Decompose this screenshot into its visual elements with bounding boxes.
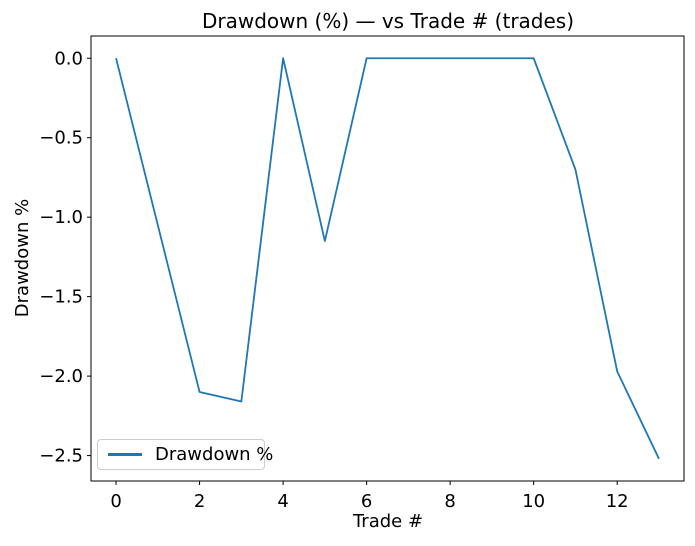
y-tick-label: −2.0 (39, 366, 83, 387)
legend-line-sample-icon (108, 453, 142, 456)
legend: Drawdown % (97, 439, 273, 470)
axes-spines (90, 35, 685, 482)
legend-label: Drawdown % (155, 444, 274, 465)
x-axis-label: Trade # (352, 511, 424, 532)
x-tick-label: 10 (522, 491, 545, 512)
x-tick-label: 8 (444, 491, 455, 512)
x-tick-label: 0 (110, 491, 121, 512)
x-tick-label: 6 (361, 491, 372, 512)
x-tick-label: 2 (194, 491, 205, 512)
drawdown-line (115, 57, 660, 460)
y-tick-label: −0.5 (39, 128, 83, 149)
y-tick-label: 0.0 (54, 48, 83, 69)
y-axis-label: Drawdown % (12, 198, 33, 318)
x-tick-label: 4 (277, 491, 288, 512)
y-tick-label: −1.5 (39, 287, 83, 308)
chart-title: Drawdown (%) — vs Trade # (trades) (201, 9, 575, 33)
y-tick-label: −2.5 (39, 446, 83, 467)
x-tick-label: 12 (606, 491, 629, 512)
y-tick-label: −1.0 (39, 207, 83, 228)
